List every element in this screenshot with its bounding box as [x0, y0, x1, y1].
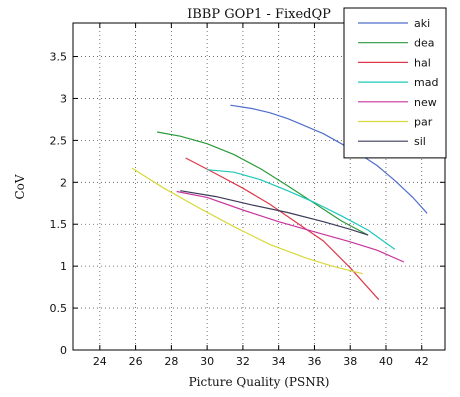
y-tick-label: 3.5: [50, 51, 68, 64]
series-line-par: [131, 167, 363, 275]
y-tick-label: 0.5: [50, 302, 68, 315]
legend-label-mad: mad: [414, 76, 438, 89]
y-tick-label: 2.5: [50, 134, 68, 147]
series-line-hal: [185, 157, 380, 301]
y-tick-label: 3: [60, 92, 67, 105]
legend-label-hal: hal: [414, 56, 431, 69]
legend-label-aki: aki: [414, 17, 430, 30]
y-tick-label: 2: [60, 176, 67, 189]
series-layer: [131, 104, 428, 301]
x-axis-label: Picture Quality (PSNR): [189, 375, 330, 389]
x-tick-label: 32: [236, 355, 250, 368]
series-line-new: [176, 190, 405, 263]
x-tick-label: 34: [272, 355, 286, 368]
x-tick-label: 24: [93, 355, 107, 368]
y-tick-label: 1.5: [50, 218, 68, 231]
x-tick-label: 38: [343, 355, 357, 368]
y-tick-label: 0: [60, 344, 67, 357]
grid: [73, 23, 445, 351]
x-tick-label: 26: [129, 355, 143, 368]
ticks: 24 26 28 30 32 34 36 38 40 42 0 0.5 1 1.5 2 2.5 3 3.5: [50, 23, 445, 368]
x-tick-label: 28: [164, 355, 178, 368]
x-tick-label: 36: [307, 355, 321, 368]
legend-label-dea: dea: [414, 37, 435, 50]
series-line-dea: [156, 131, 369, 236]
x-tick-label: 40: [379, 355, 393, 368]
legend-label-new: new: [414, 96, 437, 109]
legend-label-sil: sil: [414, 135, 426, 148]
chart-title: IBBP GOP1 - FixedQP: [187, 7, 331, 22]
legend-label-par: par: [414, 116, 433, 129]
legend: aki dea hal mad new par sil: [343, 7, 447, 159]
series-line-mad: [207, 169, 396, 250]
legend-box: [343, 7, 447, 159]
x-tick-label: 30: [200, 355, 214, 368]
x-tick-label: 42: [415, 355, 429, 368]
y-axis-label: CoV: [13, 174, 27, 199]
series-line-aki: [230, 104, 428, 214]
series-line-sil: [180, 190, 369, 236]
plot-frame: [72, 22, 446, 351]
y-tick-label: 1: [60, 260, 67, 273]
